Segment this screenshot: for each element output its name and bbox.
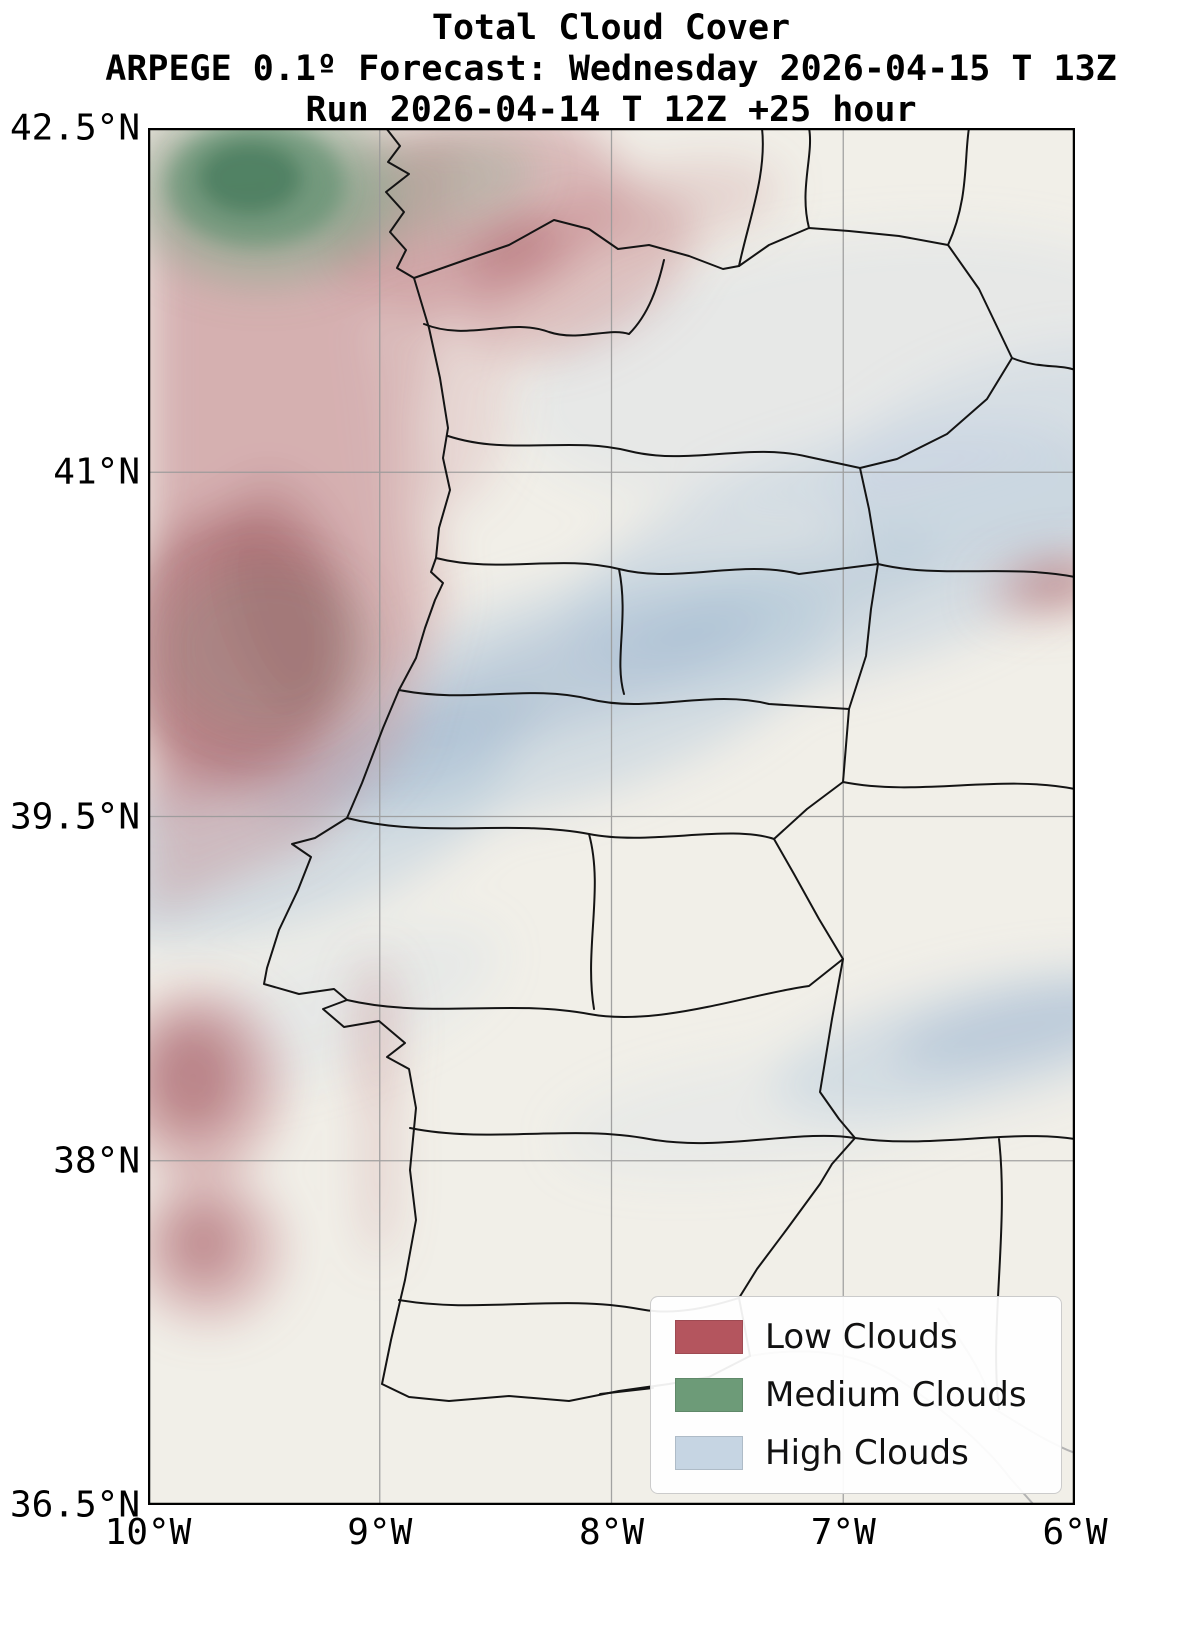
- legend: Low Clouds Medium Clouds High Clouds: [650, 1296, 1062, 1494]
- x-tick-label: 9°W: [347, 1512, 413, 1553]
- province-boundary: [854, 1135, 1075, 1143]
- chart-title: Total Cloud Cover: [431, 8, 791, 48]
- legend-swatch-medium-clouds: [675, 1378, 743, 1412]
- district-boundary: [618, 568, 625, 695]
- barrier-island: [599, 1387, 654, 1395]
- coastline: [263, 128, 751, 1402]
- y-tick-label: 39.5°N: [9, 796, 140, 837]
- legend-label-high-clouds: High Clouds: [765, 1433, 969, 1473]
- x-tick-label: 7°W: [810, 1512, 876, 1553]
- legend-label-low-clouds: Low Clouds: [765, 1317, 958, 1357]
- province-boundary: [738, 128, 764, 267]
- graticule: [148, 128, 1075, 1505]
- y-tick-label: 38°N: [53, 1140, 140, 1182]
- province-boundary: [877, 563, 1075, 578]
- chart-run-line: Run 2026-04-14 T 12Z +25 hour: [305, 90, 917, 130]
- title-block: Total Cloud Cover ARPEGE 0.1º Forecast: …: [105, 8, 1116, 131]
- plot-area: 42.5°N 41°N 39.5°N 38°N 36.5°N 10°W 9°W …: [10, 108, 1108, 1554]
- coastline-and-borders: [263, 128, 1075, 1410]
- x-tick-label: 6°W: [1042, 1512, 1108, 1553]
- medium-clouds-layer: [148, 128, 536, 733]
- legend-item-medium-clouds: Medium Clouds: [675, 1375, 1037, 1415]
- province-boundary: [1011, 357, 1075, 371]
- legend-item-high-clouds: High Clouds: [675, 1433, 1037, 1473]
- x-tick-label: 8°W: [578, 1512, 645, 1553]
- x-tick-label: 10°W: [104, 1512, 192, 1553]
- legend-swatch-low-clouds: [675, 1320, 743, 1354]
- map-canvas: [148, 128, 1075, 1505]
- chart-subtitle: ARPEGE 0.1º Forecast: Wednesday 2026-04-…: [105, 49, 1117, 89]
- legend-label-medium-clouds: Medium Clouds: [765, 1375, 1027, 1415]
- district-boundary: [346, 958, 844, 1018]
- legend-swatch-high-clouds: [675, 1436, 743, 1470]
- legend-item-low-clouds: Low Clouds: [675, 1317, 1037, 1357]
- province-boundary: [947, 128, 970, 246]
- district-boundary: [409, 1127, 856, 1145]
- y-tick-label: 41°N: [53, 451, 140, 493]
- district-boundary: [588, 833, 596, 1010]
- district-boundary: [398, 689, 850, 710]
- province-boundary: [842, 781, 1075, 790]
- district-boundary: [447, 435, 861, 469]
- district-boundary: [423, 259, 665, 337]
- y-tick-label: 42.5°N: [9, 107, 140, 149]
- y-tick-label: 36.5°N: [9, 1484, 140, 1526]
- province-boundary: [804, 128, 812, 229]
- map-frame: [148, 128, 1075, 1505]
